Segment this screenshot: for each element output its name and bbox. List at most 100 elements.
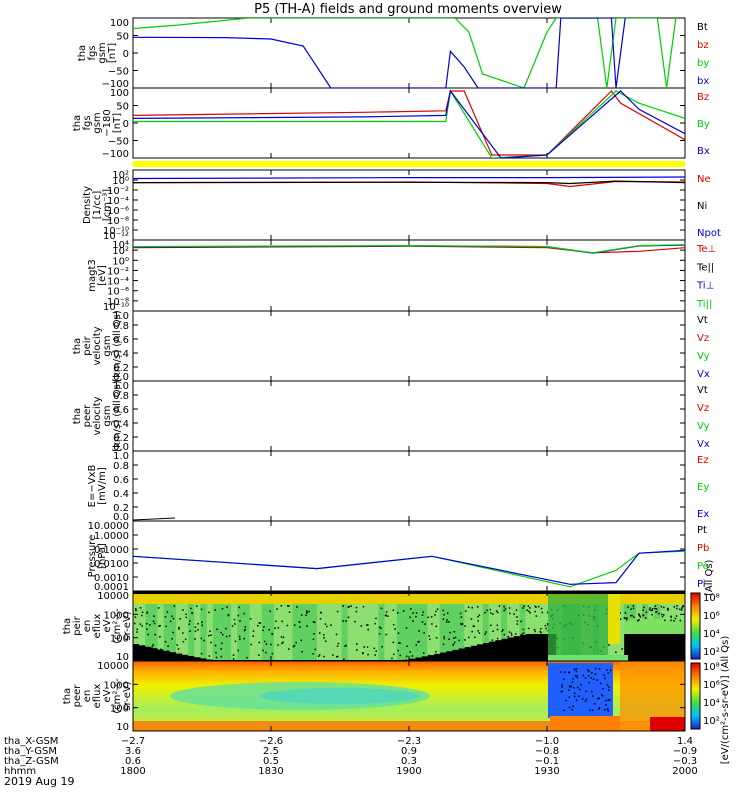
y-tick-label: 1000 bbox=[104, 610, 129, 621]
y-tick-label: 0.4 bbox=[113, 419, 129, 430]
legend-entry: Ti⊥ bbox=[696, 281, 714, 292]
y-axis-label: [nT] bbox=[107, 43, 118, 63]
heatmap-speck bbox=[655, 608, 658, 610]
heatmap-speck bbox=[682, 605, 685, 607]
y-axis-label: gsm bbox=[92, 112, 103, 133]
heatmap-speck bbox=[637, 619, 639, 622]
heatmap-speck bbox=[415, 615, 417, 618]
heatmap-speck bbox=[232, 658, 235, 660]
heatmap-speck bbox=[598, 708, 600, 710]
heatmap-cell bbox=[359, 604, 367, 660]
x-column-value: −0.3 bbox=[673, 756, 697, 767]
y-tick-label: −50 bbox=[108, 67, 129, 78]
heatmap-speck bbox=[484, 643, 487, 645]
heatmap-speck bbox=[573, 695, 576, 698]
heatmap-speck bbox=[135, 608, 137, 610]
y-tick-label: 0.0 bbox=[113, 512, 129, 523]
heatmap-speck bbox=[239, 638, 241, 640]
heatmap-speck bbox=[422, 611, 424, 613]
heatmap-speck bbox=[510, 632, 513, 635]
heatmap-cell bbox=[212, 604, 220, 660]
heatmap-speck bbox=[424, 623, 426, 625]
heatmap-speck bbox=[576, 686, 579, 689]
heatmap-speck bbox=[442, 609, 444, 612]
heatmap-speck bbox=[485, 631, 487, 633]
heatmap-speck bbox=[314, 648, 316, 651]
y-tick-label: 10.0000 bbox=[88, 521, 129, 532]
legend-entry: Ex bbox=[697, 509, 709, 520]
y-axis-label: [km/s] (All Qs) bbox=[112, 380, 123, 452]
heatmap-speck bbox=[332, 654, 334, 656]
heatmap-speck bbox=[167, 645, 169, 647]
panel-efield: 1.00.8 0.6 0.4 0.20.0 E=−VxB [mV/m] Ez Ey Ex bbox=[87, 450, 709, 523]
heatmap-speck bbox=[312, 653, 314, 655]
heatmap-cell bbox=[642, 604, 649, 620]
heatmap-speck bbox=[561, 684, 563, 686]
heatmap-speck bbox=[560, 671, 562, 673]
heatmap-speck bbox=[606, 684, 609, 686]
heatmap-speck bbox=[361, 652, 364, 654]
heatmap-speck bbox=[585, 698, 588, 701]
y-tick-label: 10² bbox=[112, 246, 129, 257]
heatmap-speck bbox=[540, 631, 542, 634]
heatmap-speck bbox=[529, 611, 531, 614]
y-axis-label: fgs bbox=[82, 115, 93, 130]
heatmap-speck bbox=[591, 709, 594, 712]
heatmap-speck bbox=[606, 708, 609, 710]
heatmap-speck bbox=[597, 697, 599, 700]
heatmap-speck bbox=[507, 635, 510, 638]
heatmap-speck bbox=[173, 605, 176, 607]
heatmap-speck bbox=[534, 610, 536, 613]
heatmap-speck bbox=[523, 605, 525, 607]
y-axis-label: Density bbox=[82, 186, 93, 224]
heatmap-speck bbox=[449, 631, 451, 634]
x-column-value: 0.9 bbox=[401, 746, 417, 757]
heatmap-speck bbox=[387, 615, 389, 617]
heatmap-speck bbox=[214, 609, 216, 611]
heatmap-speck bbox=[660, 605, 663, 608]
heatmap-speck bbox=[220, 631, 222, 634]
heatmap-speck bbox=[674, 617, 677, 620]
heatmap-speck bbox=[380, 627, 382, 630]
y-tick-label: 0.2 bbox=[113, 363, 129, 374]
heatmap-cell bbox=[341, 604, 349, 660]
heatmap-speck bbox=[336, 656, 338, 658]
heatmap-speck bbox=[632, 616, 635, 618]
heatmap-speck bbox=[568, 706, 571, 709]
heatmap-speck bbox=[152, 644, 154, 646]
heatmap-speck bbox=[601, 695, 604, 697]
heatmap-speck bbox=[624, 612, 627, 614]
y-axis-label: [cm⁻³] bbox=[102, 189, 113, 221]
y-axis-label: gsm bbox=[102, 335, 113, 356]
heatmap-region bbox=[548, 594, 608, 658]
heatmap-speck bbox=[630, 608, 632, 610]
y-tick-label: 10 bbox=[116, 722, 129, 733]
heatmap-speck bbox=[639, 616, 642, 618]
y-tick-label: 0.6 bbox=[113, 335, 129, 346]
heatmap-speck bbox=[313, 621, 316, 624]
heatmap-speck bbox=[194, 630, 197, 632]
legend-entry: Pb bbox=[697, 543, 709, 554]
heatmap-cell bbox=[298, 604, 306, 660]
heatmap-speck bbox=[136, 628, 139, 631]
heatmap-speck bbox=[189, 630, 191, 632]
heatmap-band bbox=[133, 594, 685, 604]
heatmap-speck bbox=[446, 619, 448, 621]
heatmap-speck bbox=[484, 611, 486, 614]
heatmap-speck bbox=[366, 646, 369, 648]
y-axis-label: tha bbox=[72, 408, 83, 424]
heatmap-speck bbox=[244, 628, 246, 631]
heatmap-speck bbox=[220, 655, 223, 658]
heatmap-cell bbox=[243, 604, 251, 660]
heatmap-speck bbox=[681, 605, 684, 608]
heatmap-speck bbox=[513, 613, 515, 615]
y-axis-label: tha bbox=[72, 115, 83, 131]
heatmap-cell bbox=[623, 604, 631, 620]
heatmap-speck bbox=[490, 624, 492, 627]
legend-entry: Ni bbox=[697, 201, 707, 212]
heatmap-speck bbox=[605, 704, 607, 706]
y-tick-label: 1.0 bbox=[113, 381, 129, 392]
heatmap-speck bbox=[607, 699, 610, 701]
y-tick-label: 10⁻⁶ bbox=[107, 206, 129, 217]
heatmap-speck bbox=[670, 616, 673, 618]
